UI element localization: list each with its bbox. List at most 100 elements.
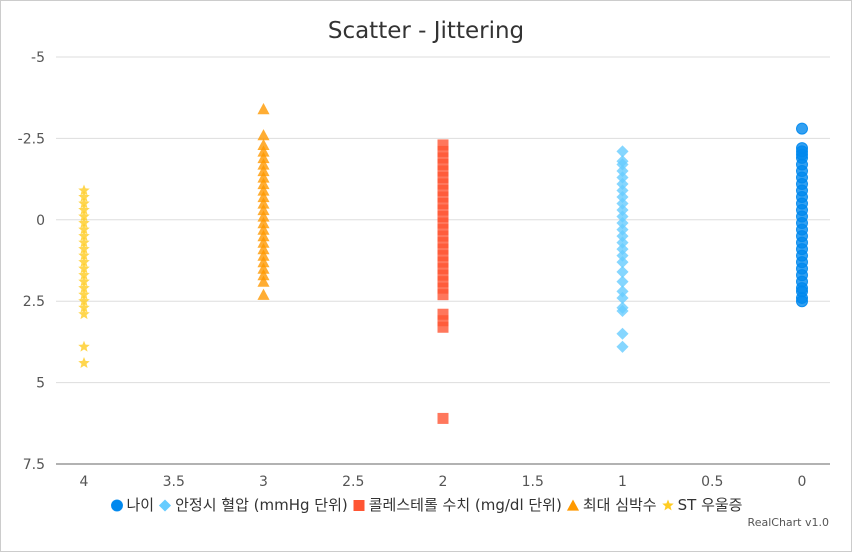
data-point[interactable] [437,165,449,177]
data-point[interactable] [78,301,90,313]
data-point[interactable] [616,340,629,353]
data-point[interactable] [616,203,629,217]
data-point[interactable] [437,282,449,294]
data-point[interactable] [437,139,449,151]
data-point[interactable] [257,190,270,203]
data-point[interactable] [78,275,90,287]
data-point[interactable] [257,262,270,274]
data-point[interactable] [616,164,629,178]
data-point[interactable] [616,275,629,288]
data-point[interactable] [257,236,270,248]
data-point[interactable] [257,197,270,209]
data-point[interactable] [78,243,90,254]
data-point[interactable] [437,217,449,229]
data-point[interactable] [437,263,449,275]
data-point[interactable] [257,256,270,268]
data-point[interactable] [616,327,629,340]
data-point[interactable] [616,171,629,184]
data-point[interactable] [437,256,449,268]
data-point[interactable] [257,223,270,235]
data-point[interactable] [78,295,90,307]
data-point[interactable] [437,198,449,210]
data-point[interactable] [796,295,808,308]
data-point[interactable] [78,282,90,294]
legend-item[interactable]: 콜레스테롤 수치 (mg/dl 단위) [352,494,562,515]
data-point[interactable] [78,357,90,368]
data-point[interactable] [437,412,449,424]
data-point[interactable] [616,249,629,262]
data-point[interactable] [78,269,90,281]
data-point[interactable] [78,288,90,300]
data-point[interactable] [616,158,629,171]
data-point[interactable] [257,230,270,242]
data-point[interactable] [437,152,449,164]
data-point[interactable] [257,129,270,141]
data-point[interactable] [616,285,629,298]
data-point[interactable] [437,178,449,190]
data-point[interactable] [437,171,449,183]
data-point[interactable] [616,236,629,249]
data-point[interactable] [616,243,629,256]
data-point[interactable] [437,230,449,242]
data-point[interactable] [257,217,270,229]
data-point[interactable] [437,158,449,170]
data-point[interactable] [437,269,449,281]
data-point[interactable] [257,184,270,196]
legend-item[interactable]: 최대 심박수 [566,494,657,515]
data-point[interactable] [78,230,90,241]
data-point[interactable] [616,217,629,230]
data-point[interactable] [257,164,270,177]
data-point[interactable] [437,308,449,320]
data-point[interactable] [616,291,629,304]
data-point[interactable] [796,122,808,135]
data-point[interactable] [78,210,90,222]
data-point[interactable] [616,210,629,223]
data-point[interactable] [257,243,270,255]
data-point[interactable] [437,315,449,327]
data-point[interactable] [437,204,449,216]
data-point[interactable] [616,223,629,236]
data-point[interactable] [257,138,270,151]
data-point[interactable] [616,230,629,243]
data-point[interactable] [437,224,449,236]
legend-item[interactable]: ST 우울증 [661,494,742,515]
data-point[interactable] [78,217,90,228]
data-point[interactable] [78,236,90,248]
data-point[interactable] [257,151,270,164]
data-point[interactable] [257,210,270,222]
data-point[interactable] [437,191,449,203]
data-point[interactable] [257,145,270,157]
data-point[interactable] [616,177,629,191]
data-point[interactable] [437,237,449,249]
data-point[interactable] [616,265,629,278]
data-point[interactable] [78,223,90,235]
data-point[interactable] [78,262,90,274]
data-point[interactable] [257,249,270,261]
data-point[interactable] [257,171,270,183]
data-point[interactable] [616,197,629,210]
data-point[interactable] [437,250,449,262]
data-point[interactable] [78,184,90,196]
data-point[interactable] [78,197,90,209]
data-point[interactable] [78,308,90,320]
data-point[interactable] [78,256,90,268]
data-point[interactable] [257,103,270,115]
data-point[interactable] [257,177,270,190]
data-point[interactable] [616,184,629,197]
data-point[interactable] [437,289,449,301]
data-point[interactable] [78,340,90,352]
data-point[interactable] [616,145,629,158]
data-point[interactable] [78,190,90,202]
data-point[interactable] [257,158,270,170]
data-point[interactable] [257,288,270,300]
data-point[interactable] [257,269,270,281]
data-point[interactable] [437,276,449,288]
data-point[interactable] [437,184,449,196]
data-point[interactable] [257,203,270,216]
data-point[interactable] [437,145,449,157]
data-point[interactable] [257,275,270,287]
legend-item[interactable]: 나이 [110,494,154,515]
data-point[interactable] [616,304,629,318]
data-point[interactable] [616,190,629,204]
data-point[interactable] [437,321,449,333]
